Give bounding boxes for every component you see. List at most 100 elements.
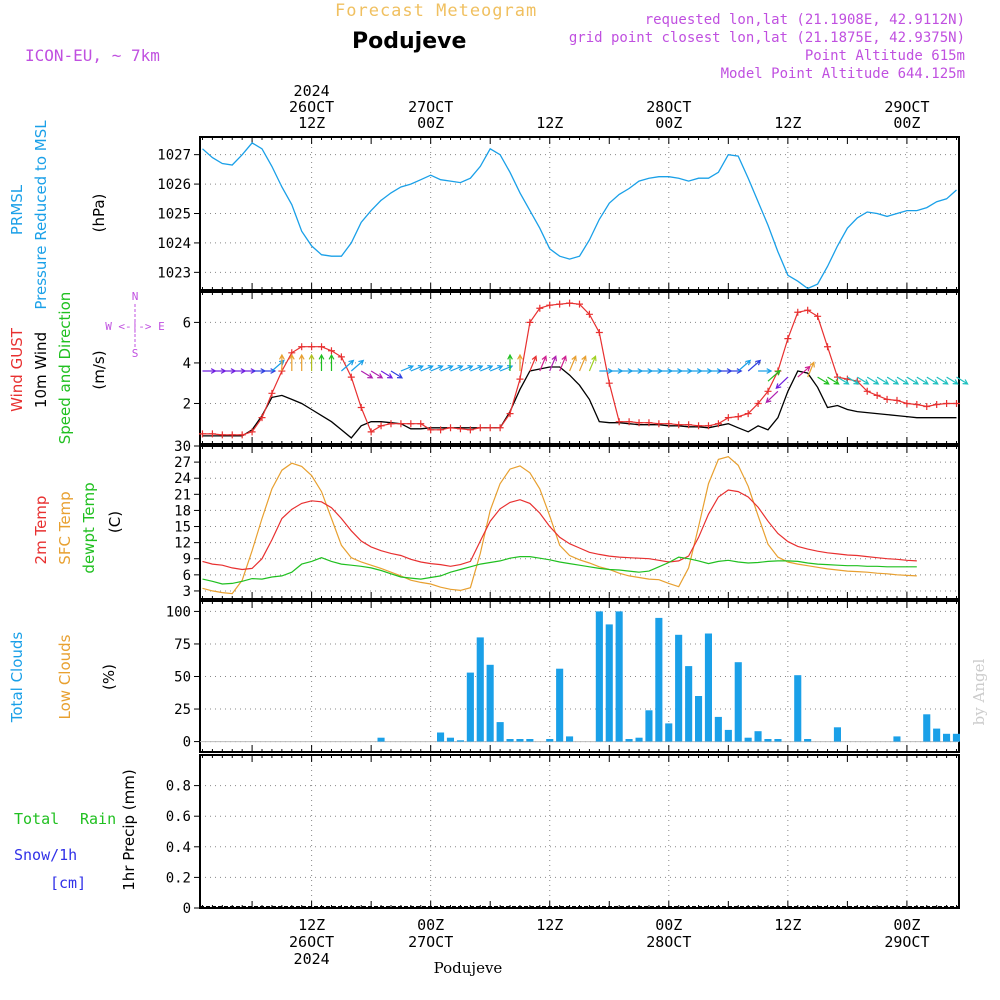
precip-unit: 1hr Precip (mm): [120, 769, 138, 890]
gust-marker: [516, 375, 524, 383]
wind-arrow: [946, 376, 959, 385]
cloud-bar: [695, 696, 703, 742]
temp-2m-label: 2m Temp: [32, 496, 50, 565]
wind-arrow: [559, 355, 567, 372]
y-tick-label: 6: [183, 568, 191, 584]
gust-marker: [814, 312, 822, 320]
gust-marker: [953, 399, 961, 407]
gust-marker: [625, 418, 633, 426]
wind-arrow: [817, 376, 830, 385]
pressure-label: PRMSL: [8, 184, 26, 235]
gust-marker: [397, 420, 405, 428]
wind-arrow: [318, 353, 325, 371]
cloud-bar: [704, 633, 712, 742]
gust-marker: [754, 399, 762, 407]
top-time-label: 12Z: [774, 114, 801, 132]
cloud-bar: [724, 729, 732, 742]
wind-arrow: [775, 376, 789, 390]
wind-arrow: [856, 376, 870, 385]
wind-arrow: [758, 368, 773, 374]
wind-arrow: [278, 353, 285, 371]
gust-marker: [318, 343, 326, 351]
gust-marker: [427, 426, 435, 434]
cloud-bar: [556, 668, 564, 742]
gust-marker: [228, 431, 236, 439]
wind-arrow: [390, 370, 404, 379]
gust-marker: [496, 424, 504, 432]
gust-marker: [595, 329, 603, 337]
gust-marker: [347, 373, 355, 381]
y-tick-label: 0: [183, 735, 191, 751]
gust-marker: [933, 400, 941, 408]
cloud-bar: [516, 739, 524, 742]
top-time-label: 28OCT: [646, 98, 691, 116]
top-time-label: 2024: [294, 82, 330, 100]
wind-arrow: [578, 355, 587, 372]
gust-marker: [407, 420, 415, 428]
bottom-time-label: 29OCT: [884, 933, 929, 951]
watermark: by Angel: [970, 658, 988, 725]
gust-marker: [357, 404, 365, 412]
cloud-bar: [764, 739, 772, 742]
wind-arrow: [529, 355, 538, 372]
wind-arrow: [430, 365, 444, 372]
dewpt-line: [202, 555, 917, 585]
panel-border: [199, 754, 960, 909]
gust-marker: [655, 420, 663, 428]
y-tick-label: 1023: [157, 265, 191, 281]
wind-arrow: [470, 365, 484, 372]
wind-arrow: [350, 359, 365, 372]
pressure-line: [202, 142, 957, 290]
top-time-label: 27OCT: [408, 98, 453, 116]
y-tick-label: 30: [174, 439, 191, 455]
gust-marker: [466, 426, 474, 434]
wind-arrow: [308, 353, 315, 371]
wind-arrow: [480, 365, 494, 372]
top-time-label: 12Z: [298, 114, 325, 132]
gust-marker: [308, 343, 316, 351]
gust-marker: [665, 420, 673, 428]
cloud-bar: [446, 737, 454, 742]
cloud-bar: [744, 737, 752, 742]
gust-marker: [556, 300, 564, 308]
cloud-bar: [952, 733, 960, 742]
compass-s: S: [132, 347, 139, 360]
cloud-bar: [804, 739, 812, 742]
bottom-time-label: 00Z: [893, 916, 920, 934]
y-tick-label: 21: [174, 487, 191, 503]
gust-marker: [714, 420, 722, 428]
y-tick-label: 100: [166, 604, 191, 620]
cloud-bar: [685, 666, 693, 742]
gust-marker: [456, 425, 464, 433]
wind-arrow: [440, 365, 454, 372]
panel-border: [199, 136, 960, 291]
gust-marker: [238, 431, 246, 439]
total-label: Total: [14, 810, 59, 828]
chart-title: Forecast Meteogram: [335, 1, 537, 21]
bottom-time-label: 12Z: [298, 916, 325, 934]
wind-arrow: [797, 365, 811, 378]
total-clouds-label: Total Clouds: [8, 632, 26, 724]
dewpt-label: dewpt Temp: [80, 482, 98, 573]
gust-marker: [258, 414, 266, 422]
gust-marker: [486, 424, 494, 432]
bottom-time-label: 00Z: [655, 916, 682, 934]
wind-label: 10m Wind: [32, 332, 50, 408]
cloud-bar: [466, 672, 474, 742]
y-tick-label: 50: [174, 670, 191, 686]
top-time-label: 12Z: [536, 114, 563, 132]
wind-arrow: [288, 353, 295, 371]
cloud-bar: [496, 722, 504, 742]
y-tick-label: 24: [174, 471, 191, 487]
y-tick-label: 25: [174, 702, 191, 718]
gust-marker: [585, 310, 593, 318]
wind-arrow: [728, 368, 743, 374]
cloud-bar: [486, 664, 494, 742]
wind-arrow: [936, 376, 949, 385]
y-tick-label: 1027: [157, 148, 191, 164]
bottom-time-label: 12Z: [536, 916, 563, 934]
panel-border: [199, 600, 960, 753]
gust-marker: [546, 301, 554, 309]
gust-marker: [218, 431, 226, 439]
gust-marker: [417, 420, 425, 428]
